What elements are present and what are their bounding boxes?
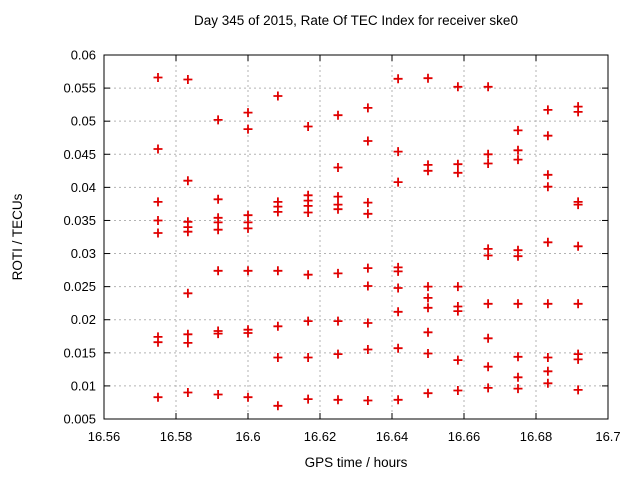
y-tick-label: 0.035 (63, 213, 96, 228)
y-tick-label: 0.025 (63, 279, 96, 294)
plot-frame (103, 54, 609, 420)
y-tick-label: 0.055 (63, 81, 96, 96)
axis-ticks (103, 54, 609, 420)
x-tick-label: 16.7 (595, 429, 620, 444)
y-tick-label: 0.045 (63, 147, 96, 162)
x-tick-label: 16.64 (376, 429, 409, 444)
y-tick-label: 0.015 (63, 345, 96, 360)
x-tick-label: 16.58 (160, 429, 193, 444)
y-tick-label: 0.04 (71, 180, 96, 195)
chart-labels: Day 345 of 2015, Rate Of TEC Index for r… (10, 13, 621, 470)
data-points-roti (153, 73, 583, 411)
x-tick-label: 16.68 (520, 429, 553, 444)
y-tick-label: 0.03 (71, 246, 96, 261)
x-tick-label: 16.56 (88, 429, 121, 444)
x-tick-label: 16.6 (235, 429, 260, 444)
chart-title: Day 345 of 2015, Rate Of TEC Index for r… (194, 13, 518, 28)
x-tick-label: 16.62 (304, 429, 337, 444)
y-tick-label: 0.005 (63, 412, 96, 427)
y-tick-label: 0.01 (71, 378, 96, 393)
y-tick-label: 0.06 (71, 48, 96, 63)
y-axis-label: ROTI / TECUs (10, 193, 25, 280)
gridlines (104, 55, 608, 419)
y-tick-label: 0.02 (71, 312, 96, 327)
y-tick-label: 0.05 (71, 114, 96, 129)
x-axis-label: GPS time / hours (305, 455, 408, 470)
x-tick-label: 16.66 (448, 429, 481, 444)
